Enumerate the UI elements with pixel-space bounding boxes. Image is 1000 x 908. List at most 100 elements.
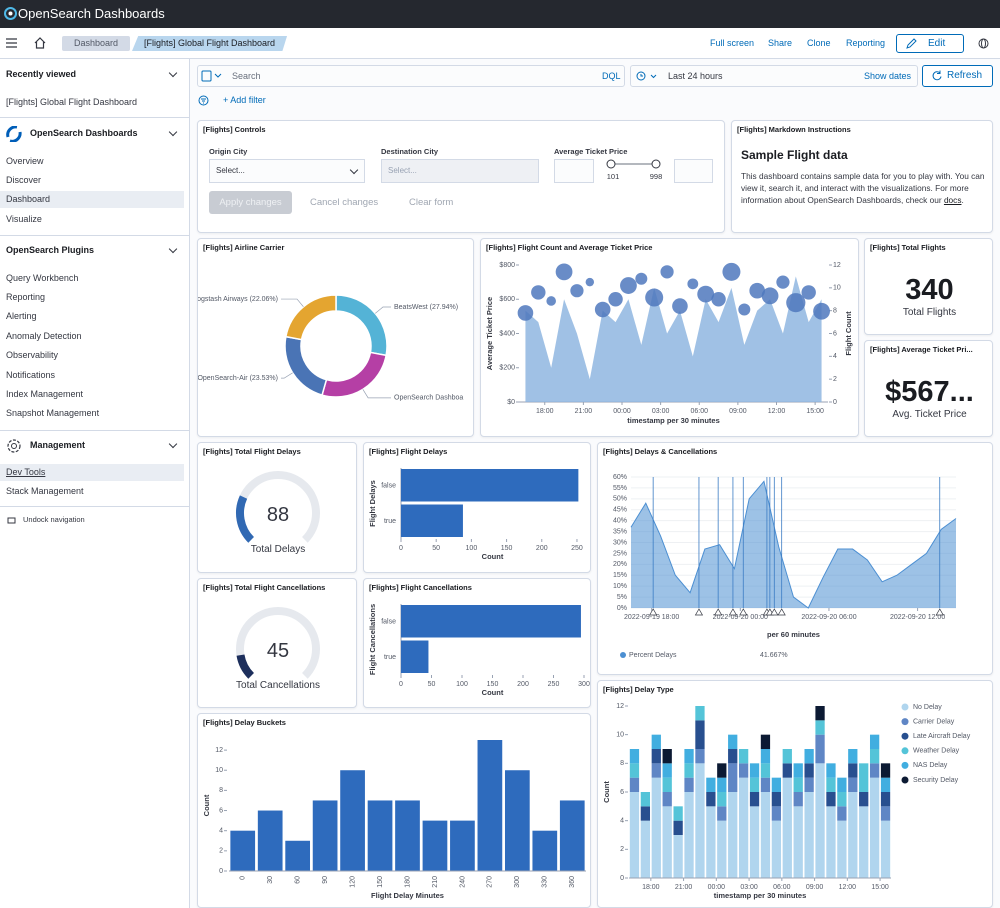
stacked-bar <box>771 777 782 792</box>
slider-handle[interactable] <box>606 159 616 169</box>
stacked-bar <box>749 792 760 807</box>
edit-button[interactable]: Edit <box>896 34 964 53</box>
full-screen-link[interactable]: Full screen <box>710 38 755 48</box>
stacked-bar <box>837 777 847 792</box>
legend-value: 41.667% <box>760 652 788 659</box>
price-min-input[interactable] <box>554 159 594 183</box>
panel-canvas: 0 50 100 150 200 250 300 false true Flight Cancel… <box>368 604 590 697</box>
annotation-marker <box>777 608 786 616</box>
nav-section-title[interactable]: OpenSearch Dashboards <box>30 128 138 138</box>
date-quick-menu[interactable] <box>636 70 660 82</box>
x-tick-label: 09:00 <box>806 884 824 891</box>
x-tick-label: 18:00 <box>642 884 660 891</box>
point <box>738 303 751 316</box>
nav-item[interactable]: Dashboard <box>0 191 184 209</box>
clone-link[interactable]: Clone <box>807 38 831 48</box>
nav-item[interactable]: Visualize <box>6 213 42 224</box>
point <box>687 278 699 290</box>
point <box>776 275 790 289</box>
nav-item[interactable]: Anomaly Detection <box>6 330 82 341</box>
share-link[interactable]: Share <box>768 38 793 48</box>
select-arrow <box>349 165 359 175</box>
stacked-bar <box>662 763 672 778</box>
gear <box>7 439 21 453</box>
stacked-bar <box>880 777 891 792</box>
field-label: Average Ticket Price <box>554 147 628 156</box>
slider-handle[interactable] <box>651 159 661 169</box>
undock-navigation[interactable]: Undock navigation <box>23 515 85 524</box>
stacked-bar <box>826 777 836 792</box>
y-tick-label: $600 <box>499 296 515 303</box>
origin-select[interactable]: Select... <box>209 159 365 183</box>
add-filter[interactable]: + Add filter <box>223 95 266 105</box>
nav-item[interactable]: Query Workbench <box>6 272 79 283</box>
nav-item[interactable]: Alerting <box>6 311 37 322</box>
x-tick-label: 180 <box>404 876 411 888</box>
annotation-marker <box>935 608 944 616</box>
nav-item[interactable]: Stack Management <box>6 485 84 496</box>
nav-section-title[interactable]: Management <box>30 440 86 450</box>
nav-item[interactable]: Observability <box>6 350 59 361</box>
date-picker[interactable] <box>630 65 918 87</box>
bar <box>395 800 420 871</box>
breadcrumb[interactable]: Dashboard <box>62 36 131 51</box>
nav-section-title[interactable]: Recently viewed <box>6 69 77 79</box>
x-tick-label: 90 <box>322 876 329 884</box>
menu-button[interactable] <box>6 38 18 48</box>
x-axis-title: Flight Delay Minutes <box>371 891 444 900</box>
stacked-bar <box>815 734 825 764</box>
help-icon[interactable] <box>978 38 989 49</box>
stacked-bar <box>815 706 825 721</box>
docs-link[interactable]: docs <box>943 195 962 205</box>
y-axis-title: Count <box>202 794 211 816</box>
y-tick-label: 8 <box>620 760 624 767</box>
price-max-input[interactable] <box>674 159 713 183</box>
gauge-value <box>236 654 255 679</box>
x-tick-label: 120 <box>349 876 356 888</box>
stacked-bar <box>880 763 891 778</box>
bar <box>401 504 463 537</box>
nav-item[interactable]: Reporting <box>6 291 46 302</box>
nav-section-title[interactable]: OpenSearch Plugins <box>6 245 95 255</box>
nav-item[interactable]: Discover <box>6 174 42 185</box>
nav-item[interactable]: Notifications <box>6 369 56 380</box>
saved-query-button[interactable] <box>201 70 223 82</box>
stacked-bar <box>728 792 738 878</box>
panel-canvas: 88 Total Delays <box>236 471 320 555</box>
x-tick-label: 15:00 <box>806 408 824 415</box>
x-axis-title: Count <box>482 552 504 561</box>
stacked-bar <box>859 763 869 792</box>
stacked-bar <box>793 806 803 878</box>
y-axis-title: Flight Cancellations <box>368 604 377 675</box>
nav-item[interactable]: Index Management <box>6 388 84 399</box>
reporting-link[interactable]: Reporting <box>846 38 886 48</box>
nav-item[interactable]: Snapshot Management <box>6 408 100 419</box>
panel-title: [Flights] Total Flight Cancellations <box>203 583 326 592</box>
stacked-bar <box>673 806 683 821</box>
panel-canvas: 45 Total Cancellations <box>236 607 320 691</box>
nav-item[interactable]: Dev Tools <box>0 463 184 481</box>
stacked-bar <box>640 820 651 878</box>
nav-item[interactable]: [Flights] Global Flight Dashboard <box>6 96 138 107</box>
y-tick-label: 12 <box>616 703 624 710</box>
panel: $567... Avg. Ticket Price [Flights] Averag… <box>864 340 993 437</box>
annotation-marker <box>649 608 658 616</box>
y-tick-label: 2 <box>833 376 837 383</box>
stacked-bar <box>760 734 771 749</box>
panel-canvas: $0 $200 $400 $600 $800 0 2 4 6 8 10 12 18:00 21:00 00:… <box>485 262 853 425</box>
logo-shape <box>6 126 22 142</box>
slice-label: BeatsWest (27.94%) <box>394 304 458 311</box>
search-bar[interactable] <box>197 65 625 87</box>
show-dates[interactable]: Show dates <box>864 71 912 81</box>
point <box>660 265 674 279</box>
bar <box>367 800 393 871</box>
x-tick-label: 60 <box>294 876 301 884</box>
filter-icon <box>198 95 209 106</box>
home-button[interactable] <box>34 37 46 49</box>
language-switch[interactable]: DQL <box>602 71 621 81</box>
point <box>531 285 546 300</box>
legend-label: NAS Delay <box>913 762 948 769</box>
stacked-bar <box>717 763 727 778</box>
nav-item[interactable]: Overview <box>6 155 44 166</box>
